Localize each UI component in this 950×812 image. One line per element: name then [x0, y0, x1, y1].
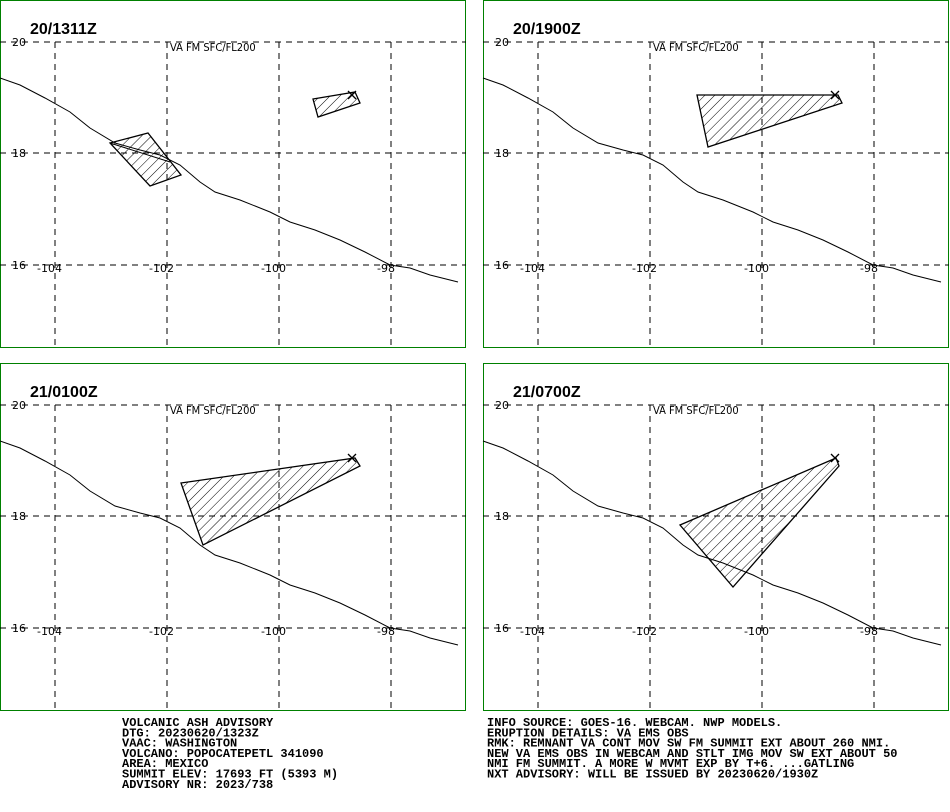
lat-label: 16	[12, 622, 26, 635]
volcano-marker	[347, 90, 357, 100]
lon-label: -100	[261, 625, 286, 638]
lat-label: 18	[12, 147, 26, 160]
lon-label: -98	[377, 262, 395, 275]
advisory-line: VOLCANO: POPOCATEPETL 341090	[122, 747, 324, 761]
lat-label: 16	[495, 622, 509, 635]
lon-label: -104	[37, 262, 62, 275]
lon-label: -100	[261, 262, 286, 275]
lat-label: 20	[12, 399, 26, 412]
coastline	[0, 77, 459, 283]
advisory-line: AREA: MEXICO	[122, 757, 208, 771]
map-panel: 21/0700Z VA FM SFC/FL200 20 18 16 -104 -102 -10…	[482, 363, 949, 711]
lon-label: -102	[149, 262, 174, 275]
map-panel: 20/1900Z VA FM SFC/FL200 20 18 16 -104 -102 -10…	[482, 0, 949, 348]
lat-label: 16	[495, 259, 509, 272]
advisory-line: VOLCANIC ASH ADVISORY	[122, 716, 274, 730]
panel-frame	[483, 0, 949, 348]
lon-label: -98	[860, 625, 878, 638]
lon-label: -102	[632, 262, 657, 275]
lat-label: 18	[495, 147, 509, 160]
lon-label: -100	[744, 625, 769, 638]
map-panel: 20/1311Z VA FM SFC/FL200 20 18 16 -104 -102 -10…	[0, 0, 466, 348]
advisory-line: INFO SOURCE: GOES-16. WEBCAM. NWP MODELS…	[487, 716, 782, 730]
advisory-line: DTG: 20230620/1323Z	[122, 726, 259, 740]
lat-label: 18	[12, 510, 26, 523]
coastline	[482, 77, 942, 283]
valid-time: 20/1900Z	[513, 21, 581, 38]
valid-time: 21/0100Z	[30, 384, 98, 401]
advisory-line: ERUPTION DETAILS: VA EMS OBS	[487, 726, 689, 740]
advisory-line: NXT ADVISORY: WILL BE ISSUED BY 20230620…	[487, 768, 818, 782]
ash-area	[678, 457, 840, 588]
advisory-line: SUMMIT ELEV: 17693 FT (5393 M)	[122, 768, 338, 782]
panel-frame	[0, 0, 466, 348]
lat-label: 16	[12, 259, 26, 272]
ash-area	[180, 457, 361, 546]
lon-label: -104	[37, 625, 62, 638]
lon-label: -98	[377, 625, 395, 638]
layer-label: VA FM SFC/FL200	[653, 404, 739, 417]
lon-label: -102	[149, 625, 174, 638]
volcano-marker	[830, 453, 840, 463]
volcano-marker	[830, 90, 840, 100]
map-panel: 21/0100Z VA FM SFC/FL200 20 18 16 -104 -102 -10…	[0, 363, 466, 711]
advisory-line: VAAC: WASHINGTON	[122, 737, 237, 751]
volcano-marker	[347, 453, 357, 463]
lon-label: -104	[520, 625, 545, 638]
coastline	[0, 440, 459, 646]
lat-label: 20	[495, 399, 509, 412]
lat-label: 20	[12, 36, 26, 49]
ash-edge	[109, 142, 171, 163]
advisory-line: RMK: REMNANT VA CONT MOV SW FM SUMMIT EX…	[487, 737, 890, 751]
valid-time: 21/0700Z	[513, 384, 581, 401]
panel-frame	[0, 363, 466, 711]
ash-area	[108, 132, 183, 187]
lon-label: -98	[860, 262, 878, 275]
layer-label: VA FM SFC/FL200	[170, 41, 256, 54]
lon-label: -104	[520, 262, 545, 275]
lon-label: -100	[744, 262, 769, 275]
valid-time: 20/1311Z	[30, 21, 97, 38]
ash-area	[696, 94, 843, 148]
lon-label: -102	[632, 625, 657, 638]
layer-label: VA FM SFC/FL200	[653, 41, 739, 54]
layer-label: VA FM SFC/FL200	[170, 404, 256, 417]
lat-label: 18	[495, 510, 509, 523]
advisory-line: NEW VA EMS OBS IN WEBCAM AND STLT IMG MO…	[487, 747, 897, 761]
lat-label: 20	[495, 36, 509, 49]
coastline	[482, 440, 942, 646]
advisory-line: NMI FM SUMMIT. A MORE W MVMT EXP BY T+6.…	[487, 757, 854, 771]
advisory-line: ADVISORY NR: 2023/738	[122, 778, 273, 792]
